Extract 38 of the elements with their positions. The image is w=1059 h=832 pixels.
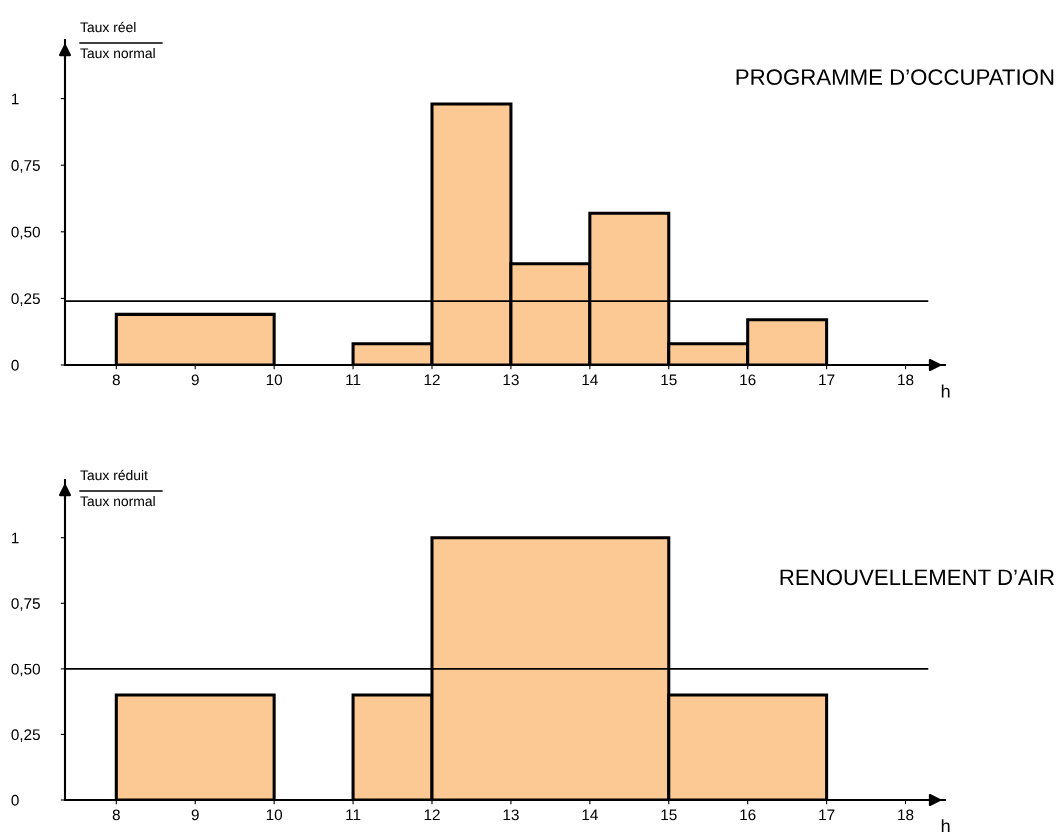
y-tick-label: 0,25: [11, 729, 40, 742]
y-tick-label: 0,50: [11, 663, 40, 677]
y-tick-label: 0,75: [11, 160, 40, 173]
x-tick-label: 11: [346, 374, 361, 386]
x-tick-label: 15: [661, 809, 677, 821]
x-tick-label: 17: [819, 374, 835, 386]
x-tick-label: 10: [266, 374, 283, 386]
x-tick-label: 11: [346, 809, 361, 821]
x-tick-label: 14: [582, 809, 598, 821]
x-axis-title: h: [941, 384, 950, 398]
x-tick-label: 18: [898, 374, 914, 386]
x-tick-label: 14: [582, 374, 598, 386]
x-axis-title: h: [941, 819, 950, 832]
x-tick-label: 15: [661, 374, 677, 386]
y-tick-label: 0: [11, 359, 19, 371]
y-tick-label: 0,50: [11, 226, 40, 240]
x-tick-label: 17: [819, 809, 835, 821]
y-tick-label: 0,75: [11, 598, 40, 611]
x-tick-label: 9: [191, 809, 199, 821]
x-tick-label: 18: [898, 809, 914, 821]
text: RENOUVELLEMENT D’AIR: [780, 569, 1054, 586]
x-tick-label: 10: [266, 809, 283, 821]
y-tick-label: 1: [12, 93, 19, 105]
y-axis-title: Taux réduit Taux normal: [80, 469, 155, 507]
x-tick-label: 16: [740, 809, 756, 821]
y-tick-label: 0,25: [11, 293, 40, 306]
y-axis-title: Taux réel Taux normal: [80, 21, 155, 59]
y-tick-label: 0: [11, 794, 19, 806]
x-tick-label: 12: [424, 374, 440, 386]
y-tick-label: 1: [12, 532, 19, 544]
x-tick-label: 13: [503, 374, 519, 386]
x-tick-label: 8: [112, 374, 120, 386]
x-tick-label: 12: [424, 809, 440, 821]
x-tick-label: 8: [112, 809, 120, 821]
x-tick-label: 13: [503, 809, 519, 821]
x-tick-label: 9: [191, 374, 199, 386]
x-tick-label: 16: [740, 374, 756, 386]
text: PROGRAMME D’OCCUPATION: [736, 69, 1054, 85]
